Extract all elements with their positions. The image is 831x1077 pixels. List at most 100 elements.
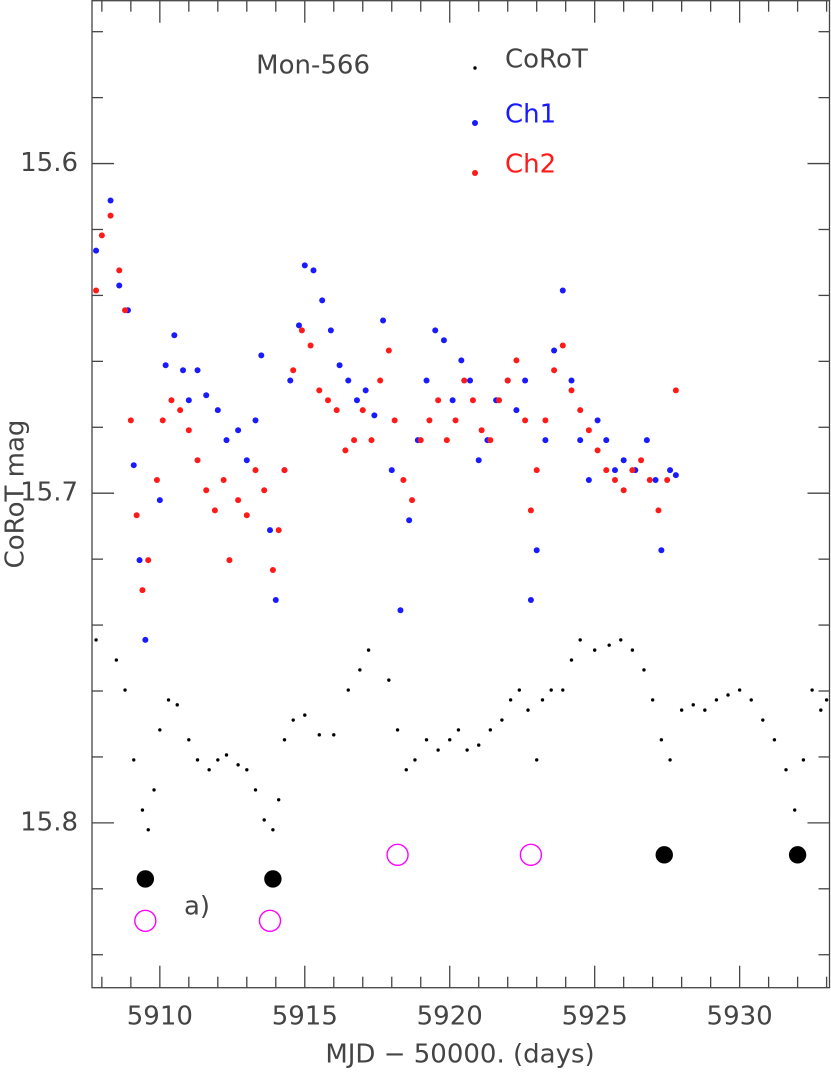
- data-point: [139, 587, 146, 594]
- data-point: [443, 437, 450, 444]
- data-point: [630, 648, 635, 652]
- data-point: [737, 688, 742, 692]
- data-point: [726, 693, 730, 697]
- data-point: [387, 678, 391, 682]
- data-point: [594, 417, 601, 424]
- minimum-marker: [258, 909, 282, 932]
- data-point: [561, 688, 565, 692]
- minimum-marker: [134, 909, 157, 932]
- data-point: [542, 437, 549, 444]
- data-point: [592, 648, 597, 652]
- data-point: [282, 738, 287, 742]
- data-point: [162, 362, 169, 369]
- data-point: [619, 638, 623, 642]
- data-point: [353, 397, 360, 404]
- data-point: [508, 698, 513, 702]
- data-point: [307, 342, 314, 349]
- data-point: [577, 407, 584, 414]
- y-axis-label: CoRoT mag: [1, 420, 31, 569]
- data-point: [643, 437, 650, 444]
- data-point: [262, 818, 266, 822]
- data-point: [359, 407, 366, 414]
- data-point: [691, 703, 695, 707]
- data-point: [220, 477, 227, 484]
- data-point: [467, 377, 474, 384]
- data-point: [672, 387, 679, 394]
- data-point: [478, 427, 485, 434]
- minimum-marker: [136, 870, 155, 888]
- data-point: [559, 287, 566, 294]
- data-point: [658, 547, 665, 554]
- data-point: [310, 267, 317, 274]
- data-point: [252, 417, 259, 424]
- data-point: [679, 708, 684, 712]
- minimum-marker: [655, 846, 673, 864]
- data-point: [452, 417, 459, 424]
- data-point: [235, 497, 242, 504]
- data-point: [642, 668, 646, 672]
- data-point: [594, 447, 601, 454]
- y-tick-label: 15.6: [20, 148, 78, 178]
- data-point: [568, 377, 575, 384]
- data-point: [133, 512, 140, 519]
- data-point: [549, 688, 553, 692]
- data-point: [585, 477, 592, 484]
- data-point: [216, 758, 220, 762]
- data-point: [761, 718, 765, 722]
- data-point: [301, 262, 308, 269]
- data-point: [395, 728, 400, 732]
- data-point: [465, 748, 469, 752]
- y-tick-label: 15.7: [20, 478, 78, 508]
- data-point: [559, 342, 566, 349]
- data-point: [432, 327, 439, 334]
- data-point: [535, 758, 539, 762]
- data-point: [440, 337, 447, 344]
- data-point: [522, 377, 529, 384]
- data-point: [650, 698, 655, 702]
- data-point: [168, 397, 175, 404]
- data-point: [423, 377, 430, 384]
- data-point: [404, 768, 408, 772]
- data-point: [477, 743, 481, 747]
- legend-label: Ch1: [505, 100, 556, 130]
- data-point: [132, 758, 136, 762]
- minimum-marker: [519, 843, 543, 867]
- data-point: [177, 407, 184, 414]
- data-point: [171, 332, 178, 339]
- data-point: [166, 698, 171, 702]
- data-point: [772, 738, 777, 742]
- data-point: [195, 758, 200, 762]
- data-point: [533, 547, 540, 554]
- data-point: [400, 477, 407, 484]
- data-point: [245, 768, 249, 772]
- data-point: [371, 412, 378, 419]
- data-point: [652, 477, 659, 484]
- data-point: [810, 688, 814, 692]
- data-point: [504, 377, 511, 384]
- data-point: [603, 437, 610, 444]
- data-point: [158, 728, 162, 732]
- data-point: [295, 322, 302, 329]
- data-point: [578, 638, 582, 642]
- chart-title: Mon-566: [256, 51, 370, 81]
- data-point: [611, 477, 618, 484]
- data-point: [487, 437, 494, 444]
- data-point: [226, 557, 233, 564]
- data-point: [646, 477, 653, 484]
- data-point: [475, 457, 482, 464]
- data-point: [156, 497, 163, 504]
- data-point: [436, 748, 440, 752]
- data-point: [413, 758, 417, 762]
- data-point: [342, 447, 349, 454]
- data-point: [252, 467, 259, 474]
- data-point: [136, 557, 143, 564]
- data-point: [638, 457, 645, 464]
- data-point: [130, 462, 137, 469]
- data-point: [203, 487, 210, 494]
- data-point: [391, 417, 398, 424]
- data-point: [180, 367, 187, 374]
- x-tick-label: 5910: [127, 1002, 193, 1032]
- data-point: [611, 467, 618, 474]
- data-point: [513, 407, 520, 414]
- data-point: [332, 733, 336, 737]
